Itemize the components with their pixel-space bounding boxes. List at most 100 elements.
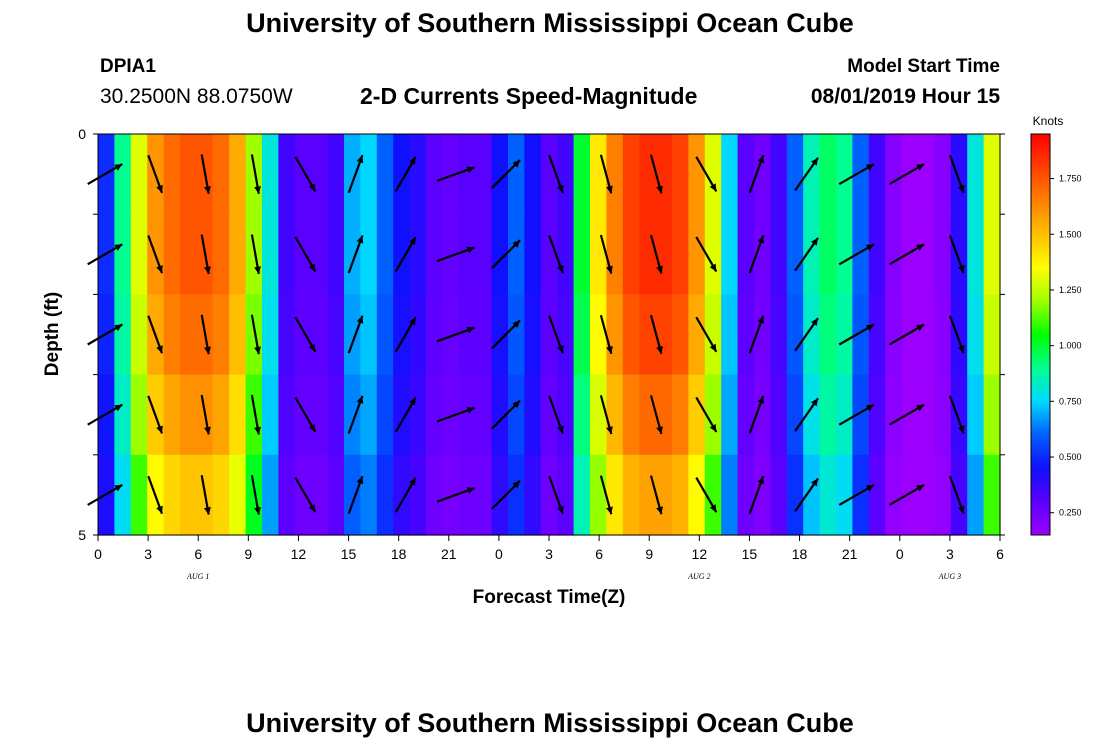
heatmap-cell [901,454,919,536]
heatmap-cell [754,214,771,295]
current-arrowhead [757,315,765,324]
heatmap-cell [229,374,247,456]
heatmap-cell [606,294,624,376]
model-start-label: Model Start Time [847,56,1000,77]
heatmap-cell [163,134,181,215]
heatmap-cell [918,134,935,215]
heatmap-cell [819,374,837,456]
heatmap-cell [212,134,230,215]
heatmap-cell [180,374,197,456]
colorbar-ramp [1030,133,1051,536]
current-arrowhead [356,315,364,324]
x-tick-label: 15 [341,546,357,562]
current-arrowhead [156,425,163,434]
heatmap-cell [294,294,312,376]
heatmap-cell [344,134,361,215]
current-arrows [87,154,965,515]
heatmap-cell [606,214,624,295]
heatmap-cell [983,454,1001,536]
heatmap-cell [524,134,542,215]
heatmap-cell [393,134,411,215]
heatmap-cell [573,214,591,295]
heatmap-cell [360,214,378,295]
heatmap-cell [130,294,148,376]
heatmap-cell [360,134,378,215]
heatmap-cell [688,134,706,215]
heatmap-cell [770,294,788,376]
heatmap-cell [508,454,525,536]
heatmap-cell [376,294,394,376]
heatmap-cell [704,454,722,536]
heatmap-cell [967,454,985,536]
heatmap-cell [360,374,378,456]
current-arrowhead [916,484,925,492]
heatmap-cell [819,134,837,215]
heatmap-cell [639,374,657,456]
x-tick-label: 18 [391,546,407,562]
current-arrowhead [156,265,163,274]
current-arrowhead [308,424,316,432]
current-arrowhead [512,160,520,168]
heatmap-cell [901,374,919,456]
heatmap-cell [672,454,689,536]
heatmap-cell [852,454,870,536]
heatmap-cell [393,214,411,295]
heatmap-cell [245,214,263,295]
heatmap-cell [327,214,345,295]
heatmap-cell [688,214,706,295]
current-arrowhead [656,265,663,274]
x-tick-label: 12 [291,546,307,562]
heatmap-cell [737,454,755,536]
heatmap-cell [868,374,886,456]
colorbar-tick-label: 0.500 [1059,452,1082,462]
heatmap-cell [573,374,591,456]
heatmap-cell [868,134,886,215]
heatmap-cell [573,454,591,536]
heatmap-cell [950,374,968,456]
heatmap-cell [245,374,263,456]
heatmap-cell [983,294,1001,376]
heatmap-cell [376,134,394,215]
heatmap-cell [294,454,312,536]
current-arrowhead [356,235,364,244]
colorbar: Knots 0.250 0.500 0.750 1.000 1.250 1.500 1.75… [1030,114,1082,536]
current-arrowhead [204,266,211,274]
heatmap-cell [590,134,607,215]
heatmap-cell [262,134,279,215]
heatmap-cell [491,214,509,295]
current-arrowhead [156,345,163,354]
heatmap-cell [262,374,279,456]
current-arrowhead [254,346,261,355]
heatmap-cell [721,214,739,295]
heatmap-cell [606,134,624,215]
heatmap-cell [458,454,476,536]
heatmap-cell [376,374,394,456]
current-arrowhead [958,425,965,434]
heatmap-cell [983,374,1001,456]
heatmap-cell [803,294,821,376]
heatmap-cell [212,374,230,456]
heatmap-cell [622,214,640,295]
heatmap-cell [950,134,968,215]
heatmap-cell [934,454,952,536]
heatmap-cell [852,374,870,456]
heatmap-cell [803,454,821,536]
heatmap-cell [262,214,279,295]
heatmap-cell [885,454,903,536]
date-label: AUG 3 [938,572,961,581]
current-arrowhead [114,324,123,332]
current-arrowhead [254,426,261,435]
heatmap-cell [442,454,460,536]
heatmap-cell [442,134,460,215]
heatmap-cell [311,214,329,295]
station-location: 30.2500N 88.0750W [100,85,293,108]
heatmap-cell [163,374,181,456]
heatmap-cell [475,294,493,376]
current-arrowhead [656,506,663,515]
heatmap-cell [836,214,853,295]
heatmap-cell [130,454,148,536]
heatmap-cell [245,134,263,215]
heatmap-cell [426,214,443,295]
heatmap-cell [114,454,132,536]
heatmap-cell [442,294,460,376]
